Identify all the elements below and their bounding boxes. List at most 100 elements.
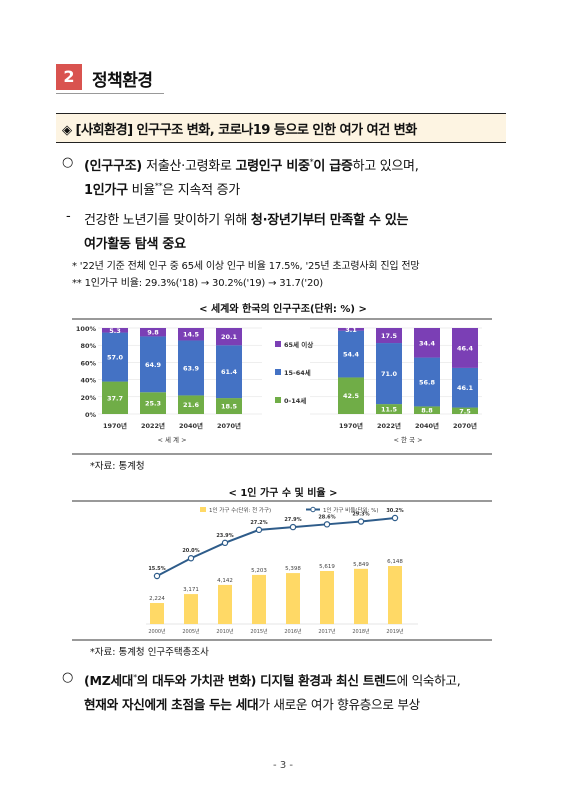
x-tick-label: 2040년 [415, 421, 439, 430]
para1-emphasis-2: 이 급증 [313, 159, 353, 174]
x-tick-label: 2017년 [318, 628, 336, 635]
ratio-value-label: 15.5% [148, 566, 165, 572]
single-household-chart: 2,224 2000년 3,171 2005년 4,142 2010년 5,203 2015년… [72, 500, 492, 641]
x-tick-label: 2022년 [141, 421, 165, 430]
stacked-bar-segment [414, 406, 440, 414]
x-tick-label: 2015년 [250, 628, 268, 635]
stacked-bar-segment [140, 336, 166, 393]
data-label: 11.5 [381, 406, 398, 414]
x-tick-label: 2022년 [377, 421, 401, 430]
y-tick-label: 40% [80, 377, 96, 385]
bar-value-label: 5,849 [353, 562, 369, 568]
data-label: 21.6 [183, 401, 200, 409]
stacked-bar-segment [338, 330, 364, 378]
chart-1-source: *자료: 통계청 [90, 461, 145, 472]
bar-value-label: 4,142 [217, 578, 233, 584]
x-tick-label: 2040년 [179, 421, 203, 430]
stacked-bar-segment [376, 343, 402, 405]
para3-text-2: 가 새로운 여가 향유층으로 부상 [258, 697, 420, 712]
x-tick-label: 2070년 [217, 421, 241, 430]
stacked-bar-segment [102, 328, 128, 333]
stacked-bar-segment [414, 357, 440, 407]
data-label: 46.1 [457, 384, 474, 392]
para1-keyword: (인구구조) [84, 159, 147, 174]
ratio-point [187, 555, 195, 562]
stacked-bar-segment [102, 381, 128, 414]
household-count-bar [320, 570, 334, 624]
para1-single-household: 1인가구 [84, 183, 128, 198]
x-tick-label: 2000년 [148, 628, 166, 635]
data-label: 9.8 [147, 329, 159, 337]
data-label: 71.0 [381, 370, 398, 378]
bar-value-label: 5,398 [285, 566, 301, 572]
y-tick-label: 0% [85, 411, 97, 419]
x-tick-label: 2018년 [352, 628, 370, 635]
data-label: 25.3 [145, 400, 161, 408]
legend-swatch [200, 507, 206, 512]
ratio-value-label: 20.0% [182, 548, 199, 554]
x-tick-label: 2016년 [284, 628, 302, 635]
data-label: 34.4 [419, 339, 436, 347]
bar-value-label: 3,171 [183, 587, 199, 593]
paragraph-1-line-1: (인구구조) 저출산·고령화로 고령인구 비중*이 급증하고 있으며, [84, 155, 419, 174]
stacked-bar-segment [140, 328, 166, 337]
ratio-value-label: 27.2% [250, 520, 267, 526]
para1-text-3: 비율 [127, 183, 156, 198]
legend-label: 0-14세 [284, 396, 306, 405]
legend-swatch [275, 341, 281, 347]
legend-swatch [275, 369, 281, 375]
ratio-point [357, 518, 365, 525]
household-count-bar [354, 568, 368, 624]
section-number: 2 [56, 64, 82, 90]
para1-text: 저출산·고령화로 [146, 159, 236, 174]
para1-text-4: 은 지속적 증가 [162, 183, 240, 198]
data-label: 8.8 [421, 407, 433, 415]
data-label: 17.5 [381, 332, 398, 340]
group-label: < 세 계 > [157, 435, 186, 444]
para2-emphasis: 청·장년기부터 만족할 수 있는 [250, 213, 409, 228]
stacked-bar-segment [178, 340, 204, 396]
y-tick-label: 60% [80, 359, 96, 367]
stacked-bar-segment [376, 404, 402, 414]
bar-value-label: 6,148 [387, 559, 403, 565]
stacked-bar-segment [178, 395, 204, 414]
household-count-bar [252, 574, 266, 624]
ratio-point [323, 521, 331, 528]
x-tick-label: 1970년 [103, 421, 127, 430]
ratio-value-label: 28.6% [318, 514, 335, 520]
legend-swatch [275, 397, 281, 403]
bar-value-label: 2,224 [149, 596, 165, 602]
household-count-bar [150, 603, 164, 624]
legend-label: 1인 가구 수(단위: 천 가구) [209, 506, 271, 514]
legend-label: 65세 이상 [284, 340, 313, 349]
household-count-bar [184, 594, 198, 624]
data-label: 14.5 [183, 331, 200, 339]
ratio-point [221, 539, 229, 547]
data-label: 7.5 [459, 407, 471, 415]
para3-emphasis-2: 현재와 자신에게 초점을 두는 세대 [84, 697, 259, 712]
stacked-bar-segment [140, 392, 166, 414]
paragraph-2-line-2: 여가활동 탐색 중요 [84, 237, 186, 252]
chart-2-caption: < 1인 가구 수 및 비율 > [228, 488, 338, 499]
bar-value-label: 5,203 [251, 568, 267, 574]
y-tick-label: 80% [80, 342, 96, 350]
footnote-1: * '22년 기준 전체 인구 중 65세 이상 인구 비율 17.5%, '2… [72, 261, 420, 272]
paragraph-3-line-2: 현재와 자신에게 초점을 두는 세대가 새로운 여가 향유층으로 부상 [84, 694, 420, 713]
stacked-bar-segment [102, 332, 128, 382]
dash-marker: - [66, 209, 71, 224]
page-number: - 3 - [273, 760, 293, 771]
stacked-bar-segment [376, 328, 402, 344]
x-tick-label: 2070년 [453, 421, 477, 430]
section-underline [56, 93, 164, 94]
para3-keyword: (MZ세대 [84, 673, 134, 688]
para3-emphasis: 의 대두와 가치관 변화) 디지털 환경과 최신 트렌드 [136, 673, 397, 688]
data-label: 61.4 [221, 368, 238, 376]
data-label: 37.7 [107, 394, 123, 402]
data-label: 42.5 [343, 392, 360, 400]
data-label: 54.4 [343, 351, 360, 359]
ratio-value-label: 29.3% [352, 512, 369, 518]
stacked-bar-segment [216, 345, 242, 399]
population-structure-chart: 0% 20% 40% 60% 80% 100% 37.7 57.0 5.3 1970년 25.3 64… [72, 318, 492, 455]
chart-1-caption: < 세계와 한국의 인구구조(단위: %) > [199, 304, 367, 315]
bar-value-label: 5,619 [319, 564, 335, 570]
